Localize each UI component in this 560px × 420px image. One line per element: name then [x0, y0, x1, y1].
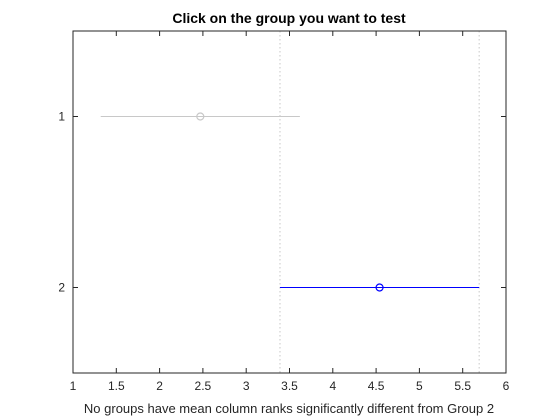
x-axis-ticks: 1 1.5 2 2.5 3 3.5 4 4.5 5 5.5 6 [70, 31, 510, 393]
y-tick-label: 2 [58, 281, 65, 295]
group-2-estimate-marker[interactable] [375, 283, 384, 292]
x-tick-label: 5 [416, 379, 423, 393]
x-tick-label: 1.5 [108, 379, 125, 393]
x-tick-label: 5.5 [454, 379, 471, 393]
chart-title: Click on the group you want to test [172, 10, 406, 26]
x-tick-label: 4 [329, 379, 336, 393]
x-tick-label: 2 [156, 379, 163, 393]
x-tick-label: 2.5 [195, 379, 212, 393]
x-tick-label: 3.5 [281, 379, 298, 393]
reference-lines [279, 31, 480, 373]
x-axis-label: No groups have mean column ranks signifi… [84, 401, 494, 416]
group-2-interval[interactable] [279, 283, 480, 292]
y-axis-ticks: 12 [58, 110, 506, 295]
group-1-estimate-marker[interactable] [196, 112, 205, 121]
group-1-interval[interactable] [100, 112, 300, 121]
x-tick-label: 4.5 [368, 379, 385, 393]
x-tick-label: 3 [243, 379, 250, 393]
x-tick-label: 1 [70, 379, 77, 393]
y-tick-label: 1 [58, 110, 65, 124]
group-intervals[interactable] [100, 112, 480, 292]
x-tick-label: 6 [503, 379, 510, 393]
